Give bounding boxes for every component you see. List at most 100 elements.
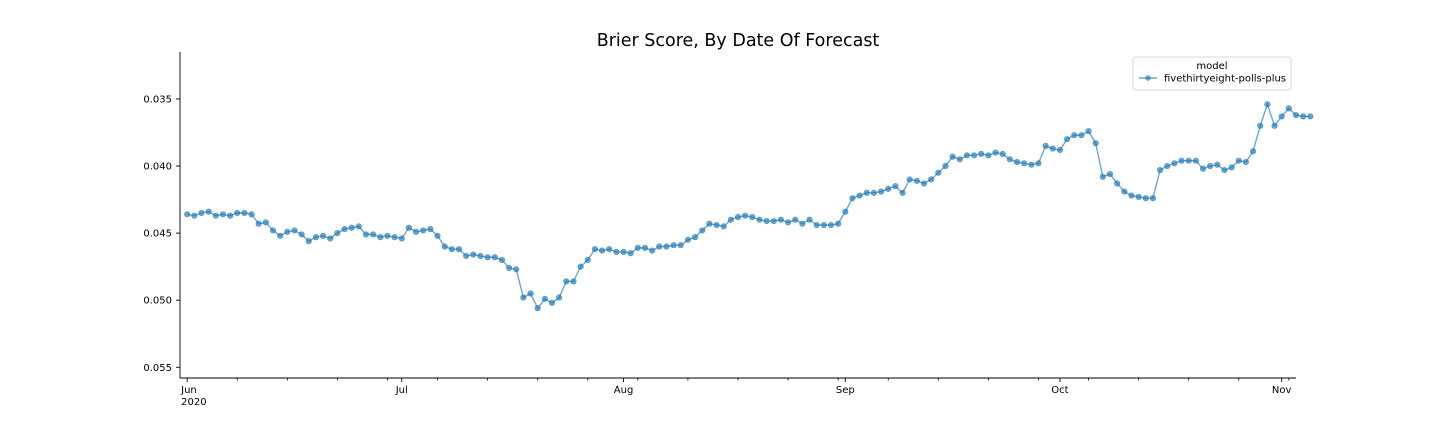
data-point (378, 234, 384, 240)
data-point (742, 213, 748, 219)
data-point (1021, 161, 1027, 167)
data-point (1229, 165, 1235, 171)
data-point (1157, 167, 1163, 173)
data-point (306, 238, 312, 244)
data-point (1107, 171, 1113, 177)
data-point (978, 151, 984, 157)
data-point (356, 224, 362, 230)
data-point (764, 218, 770, 224)
data-point (843, 209, 849, 215)
data-point (242, 210, 248, 216)
data-point (399, 236, 405, 242)
data-point (420, 228, 426, 234)
series-line (187, 104, 1310, 308)
data-point (857, 193, 863, 199)
data-point (1100, 174, 1106, 180)
data-point (342, 226, 348, 232)
data-point (478, 253, 484, 259)
data-point (986, 153, 992, 159)
data-point (1036, 161, 1042, 167)
data-point (964, 153, 970, 159)
data-point (220, 212, 226, 218)
y-tick-label: 0.050 (143, 296, 172, 307)
data-point (499, 257, 505, 263)
data-point (1150, 195, 1156, 201)
data-point (828, 222, 834, 228)
data-point (270, 228, 276, 234)
data-point (821, 222, 827, 228)
data-point (435, 233, 441, 239)
data-point (1164, 163, 1170, 169)
data-point (1186, 158, 1192, 164)
data-point (1136, 194, 1142, 200)
data-point (1300, 114, 1306, 120)
data-point (728, 217, 734, 223)
data-point (1086, 128, 1092, 134)
data-point (385, 233, 391, 239)
data-point (621, 249, 627, 255)
data-point (363, 232, 369, 238)
data-point (936, 170, 942, 176)
data-point (292, 228, 298, 234)
data-point (914, 178, 920, 184)
data-point (757, 217, 763, 223)
data-point (535, 305, 541, 311)
y-tick-label: 0.045 (143, 229, 172, 240)
y-tick-label: 0.055 (143, 363, 172, 374)
data-point (406, 225, 412, 231)
data-point (327, 236, 333, 242)
data-point (585, 257, 591, 263)
data-point (592, 246, 598, 252)
data-point (349, 225, 355, 231)
series-layer (184, 102, 1313, 312)
data-point (850, 195, 856, 201)
data-point (714, 222, 720, 228)
data-point (921, 181, 927, 187)
data-point (564, 279, 570, 285)
data-point (571, 279, 577, 285)
data-point (943, 163, 949, 169)
data-point (442, 244, 448, 250)
legend-title: model (1196, 61, 1227, 72)
data-point (1257, 123, 1263, 129)
data-point (950, 154, 956, 160)
data-point (721, 224, 727, 230)
data-point (606, 246, 612, 252)
data-point (635, 245, 641, 251)
data-point (392, 234, 398, 240)
x-tick-sublabel: 2020 (181, 397, 206, 408)
data-point (1114, 181, 1120, 187)
data-point (578, 264, 584, 270)
data-point (750, 214, 756, 220)
data-point (807, 217, 813, 223)
data-point (335, 230, 341, 236)
legend-entry-label: fivethirtyeight-polls-plus (1164, 74, 1286, 85)
data-point (699, 228, 705, 234)
data-point (971, 153, 977, 159)
data-point (449, 246, 455, 252)
data-point (1236, 158, 1242, 164)
data-point (1000, 151, 1006, 157)
data-point (413, 229, 419, 235)
data-point (1007, 157, 1013, 163)
data-point (256, 221, 262, 227)
data-point (1222, 167, 1228, 173)
data-point (885, 186, 891, 192)
chart-title: Brier Score, By Date Of Forecast (597, 31, 880, 51)
x-tick-label: Nov (1272, 385, 1292, 396)
data-point (993, 150, 999, 156)
data-point (485, 254, 491, 260)
data-point (685, 237, 691, 243)
data-point (277, 233, 283, 239)
data-point (1179, 158, 1185, 164)
data-point (428, 226, 434, 232)
data-point (1122, 189, 1128, 195)
data-point (800, 221, 806, 227)
data-point (1250, 148, 1256, 154)
data-point (542, 296, 548, 302)
data-point (1308, 114, 1314, 120)
data-point (1215, 162, 1221, 168)
data-point (893, 183, 899, 189)
data-point (549, 300, 555, 306)
